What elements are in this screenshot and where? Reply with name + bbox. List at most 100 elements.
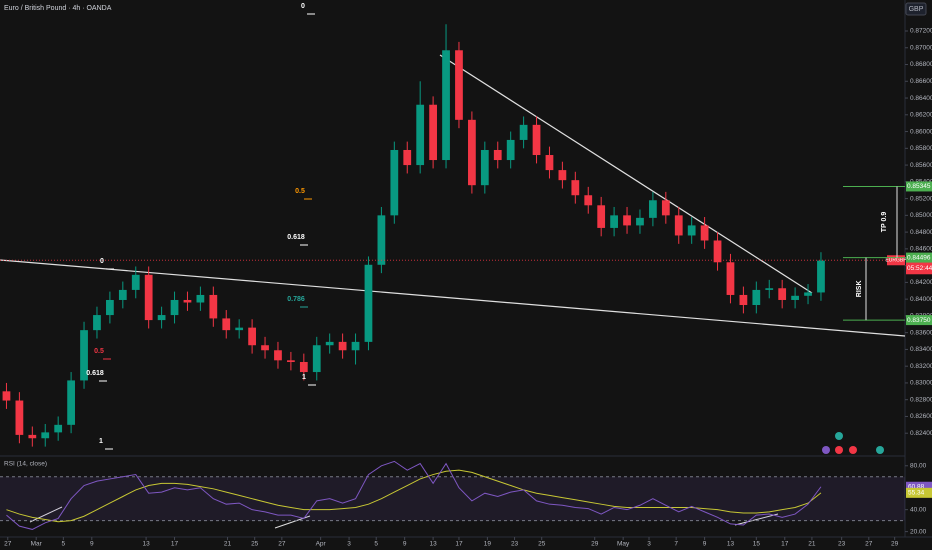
y-tick-label: 0.85000	[910, 212, 932, 219]
candle-body	[118, 289, 127, 300]
level-label: 0.83750	[907, 317, 931, 324]
y-tick-label: 0.84000	[910, 296, 932, 303]
candle-body	[196, 294, 205, 303]
candle-body	[222, 318, 231, 331]
candle-body	[131, 274, 140, 290]
x-tick-label: 23	[511, 541, 519, 548]
candle-body	[312, 345, 321, 373]
x-tick-label: 13	[727, 541, 735, 548]
x-tick-label: 9	[90, 541, 94, 548]
trendline	[439, 54, 813, 294]
x-tick-label: 3	[347, 541, 351, 548]
candle-body	[558, 170, 567, 181]
rsi-ma-line	[6, 469, 822, 523]
candle-body	[726, 262, 735, 295]
y-tick-label: 0.82400	[910, 430, 932, 437]
level-tag	[906, 315, 932, 326]
candle-body	[41, 432, 50, 439]
currency: GBP	[909, 6, 924, 13]
candle-body	[2, 391, 11, 401]
candle-body	[80, 330, 88, 381]
candle-body	[325, 341, 334, 346]
candle-body	[636, 217, 644, 226]
x-tick-label: 27	[865, 541, 873, 548]
candle-body	[274, 350, 282, 361]
event-icon[interactable]	[822, 446, 830, 454]
x-tick-label: 21	[224, 541, 232, 548]
candle-body	[28, 434, 37, 439]
x-tick-label: Apr	[316, 541, 327, 548]
x-tick-label: 29	[591, 541, 599, 548]
x-tick-label: 21	[808, 541, 816, 548]
candle-body	[610, 215, 618, 228]
y-tick-label: 0.86800	[910, 61, 932, 68]
candle-body	[377, 215, 386, 265]
y-tick-label: 0.85200	[910, 195, 932, 202]
fib-label: 0.5	[94, 348, 104, 355]
y-tick-label: 0.86600	[910, 78, 932, 85]
candle-body	[545, 155, 554, 171]
event-icon[interactable]	[835, 432, 843, 440]
event-icon[interactable]	[835, 446, 843, 454]
candle-body	[248, 327, 256, 346]
candle-body	[261, 345, 269, 351]
y-tick-label: 0.83400	[910, 346, 932, 353]
y-tick-label: 0.87000	[910, 44, 932, 51]
x-tick-label: 25	[538, 541, 546, 548]
level-tag	[906, 181, 932, 192]
y-tick-label: 0.83200	[910, 363, 932, 370]
y-tick-label: 0.87200	[910, 28, 932, 35]
candle-body	[532, 124, 541, 156]
event-icon[interactable]	[876, 446, 884, 454]
candle-body	[157, 315, 166, 321]
candle-body	[468, 119, 476, 186]
x-tick-label: 17	[171, 541, 179, 548]
rsi-value-label: 55.34	[908, 490, 925, 497]
rsi-tick-label: 80.00	[910, 462, 927, 469]
event-icon[interactable]	[849, 446, 857, 454]
currency-box	[905, 2, 927, 16]
candle-body	[778, 288, 787, 300]
candle-body	[390, 149, 399, 216]
candle-body	[519, 124, 528, 140]
x-tick-label: 17	[781, 541, 789, 548]
rsi-tick-label: 40.00	[910, 506, 927, 513]
y-tick-label: 0.83000	[910, 380, 932, 387]
y-tick-label: 0.84600	[910, 246, 932, 253]
rsi-value-label: 60.88	[908, 483, 925, 490]
rsi-tick-label: 20.00	[910, 528, 927, 535]
candle-body	[403, 149, 412, 166]
candle-body	[235, 327, 244, 331]
candle-body	[571, 180, 580, 196]
fib-label: 0	[100, 258, 104, 265]
candle-body	[649, 200, 657, 218]
candle-body	[623, 215, 631, 226]
x-tick-label: 25	[251, 541, 259, 548]
divergence-line	[734, 513, 779, 526]
candle-body	[493, 149, 502, 161]
level-tag	[906, 252, 932, 263]
candle-body	[287, 360, 295, 362]
fib-label: 0	[301, 3, 305, 10]
candle-body	[739, 294, 748, 306]
rsi-value-tag	[906, 487, 932, 498]
rsi-title: RSI (14, close)	[4, 461, 47, 468]
x-tick-label: Mar	[31, 541, 43, 548]
candle-body	[804, 292, 812, 296]
candle-body	[429, 104, 437, 161]
y-tick-label: 0.86400	[910, 95, 932, 102]
candle-body	[106, 299, 114, 316]
fib-label: 0.786	[287, 296, 305, 303]
rsi-line	[6, 460, 822, 530]
candle-body	[442, 50, 450, 161]
x-tick-label: 3	[647, 541, 651, 548]
tp-label: TP 0.9	[881, 212, 888, 233]
x-tick-label: 23	[838, 541, 846, 548]
y-tick-label: 0.86000	[910, 128, 932, 135]
candle-body	[661, 200, 670, 216]
candle-body	[752, 289, 761, 306]
candle-body	[15, 400, 24, 435]
candle-body	[597, 205, 606, 228]
